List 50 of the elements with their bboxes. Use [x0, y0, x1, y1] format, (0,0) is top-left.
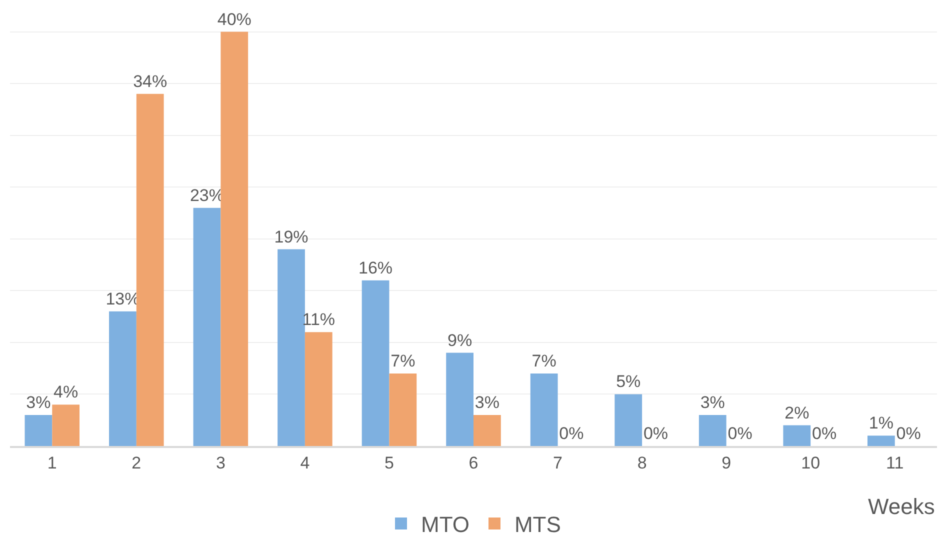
- bar: [530, 374, 558, 446]
- data-label: 2%: [784, 403, 810, 422]
- bar: [362, 280, 390, 446]
- data-label: 7%: [532, 352, 556, 371]
- data-label: 0%: [896, 424, 921, 443]
- bar: [304, 332, 332, 446]
- bar: [193, 208, 221, 446]
- bar: [52, 404, 80, 446]
- bar: [389, 374, 417, 446]
- x-tick-label: 11: [886, 453, 904, 472]
- data-label: 0%: [559, 424, 584, 443]
- data-label: 7%: [390, 352, 416, 371]
- x-tick-label: 10: [801, 453, 820, 472]
- bar: [109, 311, 136, 446]
- x-tick-label: 9: [722, 453, 732, 472]
- bar: [136, 94, 164, 446]
- data-label: 19%: [274, 227, 308, 246]
- data-label: 0%: [643, 424, 668, 443]
- legend-label: MTO: [421, 512, 470, 538]
- legend-label: MTS: [514, 512, 561, 538]
- bar: [614, 394, 642, 446]
- x-tick-label: 4: [300, 453, 310, 472]
- x-tick-label: 1: [47, 453, 57, 472]
- bar: [867, 436, 895, 446]
- data-label: 5%: [616, 372, 641, 392]
- x-tick-label: 2: [132, 453, 142, 472]
- data-label: 3%: [474, 392, 500, 412]
- x-tick-label: 5: [384, 453, 394, 472]
- data-label: 3%: [700, 392, 725, 412]
- data-label: 0%: [812, 424, 837, 443]
- bar: [278, 249, 305, 446]
- x-tick-label: 6: [468, 453, 478, 472]
- data-label: 0%: [728, 424, 752, 443]
- x-axis-title: Weeks: [868, 494, 935, 519]
- data-label: 4%: [54, 382, 78, 402]
- x-tick-label: 7: [553, 453, 563, 472]
- data-label: 16%: [358, 258, 393, 278]
- x-tick-label: 3: [216, 453, 226, 472]
- bar: [698, 414, 726, 446]
- bar: [24, 414, 52, 446]
- data-label: 9%: [448, 330, 472, 350]
- x-tick-label: 8: [637, 453, 647, 472]
- bar: [783, 425, 811, 446]
- bar: [220, 32, 248, 446]
- data-label: 1%: [868, 414, 894, 433]
- data-label: 3%: [26, 392, 51, 412]
- bar: [474, 414, 501, 446]
- bar: [446, 352, 474, 446]
- data-label: 34%: [133, 72, 168, 91]
- data-label: 40%: [217, 10, 252, 29]
